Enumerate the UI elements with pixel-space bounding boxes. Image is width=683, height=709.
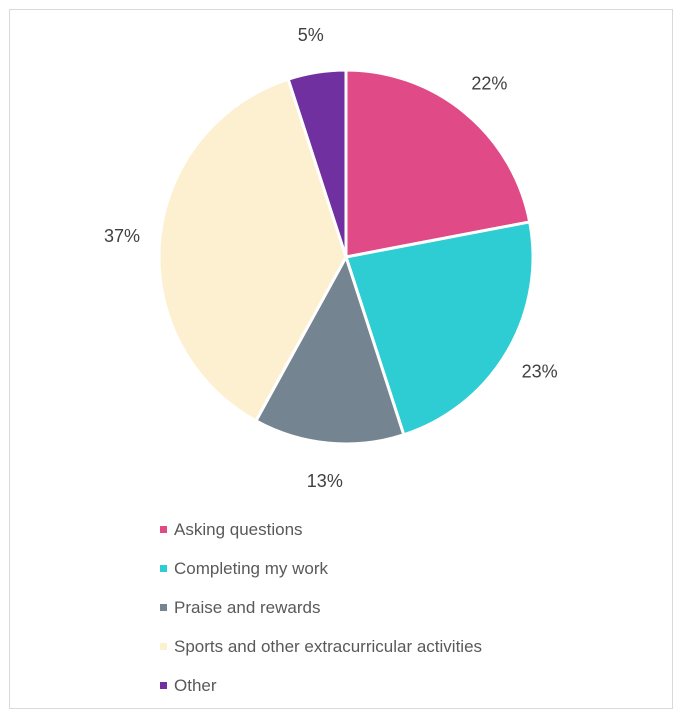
pie-slice-other	[286, 68, 348, 259]
data-label-other: 5%	[298, 25, 324, 45]
legend-swatch	[160, 604, 167, 611]
data-label-completing-my-work: 23%	[522, 362, 558, 382]
legend-item-asking-questions: Asking questions	[160, 510, 482, 549]
legend-swatch	[160, 682, 167, 689]
data-label-sports: 37%	[104, 226, 140, 246]
legend-swatch	[160, 526, 167, 533]
legend-swatch	[160, 565, 167, 572]
pie-slice-completing-my-work	[344, 220, 535, 437]
legend-swatch	[160, 643, 167, 650]
pie-slice-sports	[157, 77, 348, 423]
data-label-asking-questions: 22%	[471, 74, 507, 94]
legend-item-praise-and-rewards: Praise and rewards	[160, 588, 482, 627]
data-label-praise-and-rewards: 13%	[307, 471, 343, 491]
legend-item-sports: Sports and other extracurricular activit…	[160, 627, 482, 666]
pie-slice-praise-and-rewards	[254, 255, 406, 446]
legend-label: Completing my work	[174, 558, 328, 578]
legend-label: Asking questions	[174, 519, 303, 539]
pie-slice-asking-questions	[344, 68, 532, 259]
legend-label: Other	[174, 675, 217, 695]
legend: Asking questions Completing my work Prai…	[160, 510, 482, 705]
legend-item-other: Other	[160, 666, 482, 705]
legend-label: Sports and other extracurricular activit…	[174, 636, 483, 656]
legend-item-completing-my-work: Completing my work	[160, 549, 482, 588]
legend-label: Praise and rewards	[174, 597, 321, 617]
